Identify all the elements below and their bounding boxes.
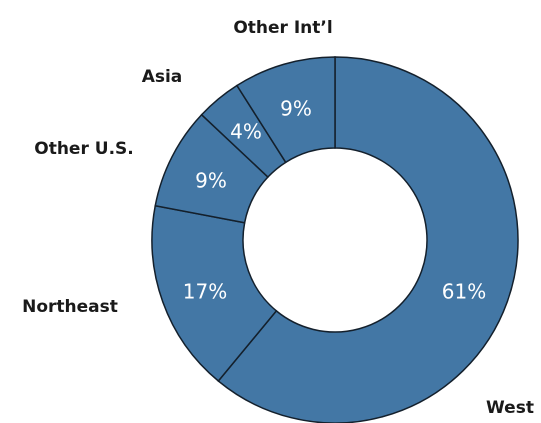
category-label: Northeast — [22, 297, 118, 317]
donut-slice — [151, 204, 278, 383]
category-label: Asia — [142, 67, 183, 87]
value-label: 17% — [183, 280, 227, 304]
donut-slice — [235, 56, 336, 164]
value-label: 61% — [442, 280, 486, 304]
category-label: West — [486, 398, 534, 418]
value-label: 9% — [280, 97, 312, 121]
value-label: 4% — [230, 120, 262, 144]
category-label: Other U.S. — [34, 139, 133, 159]
value-label: 9% — [195, 169, 227, 193]
donut-slice — [217, 56, 519, 423]
category-label: Other Int’l — [233, 18, 332, 38]
